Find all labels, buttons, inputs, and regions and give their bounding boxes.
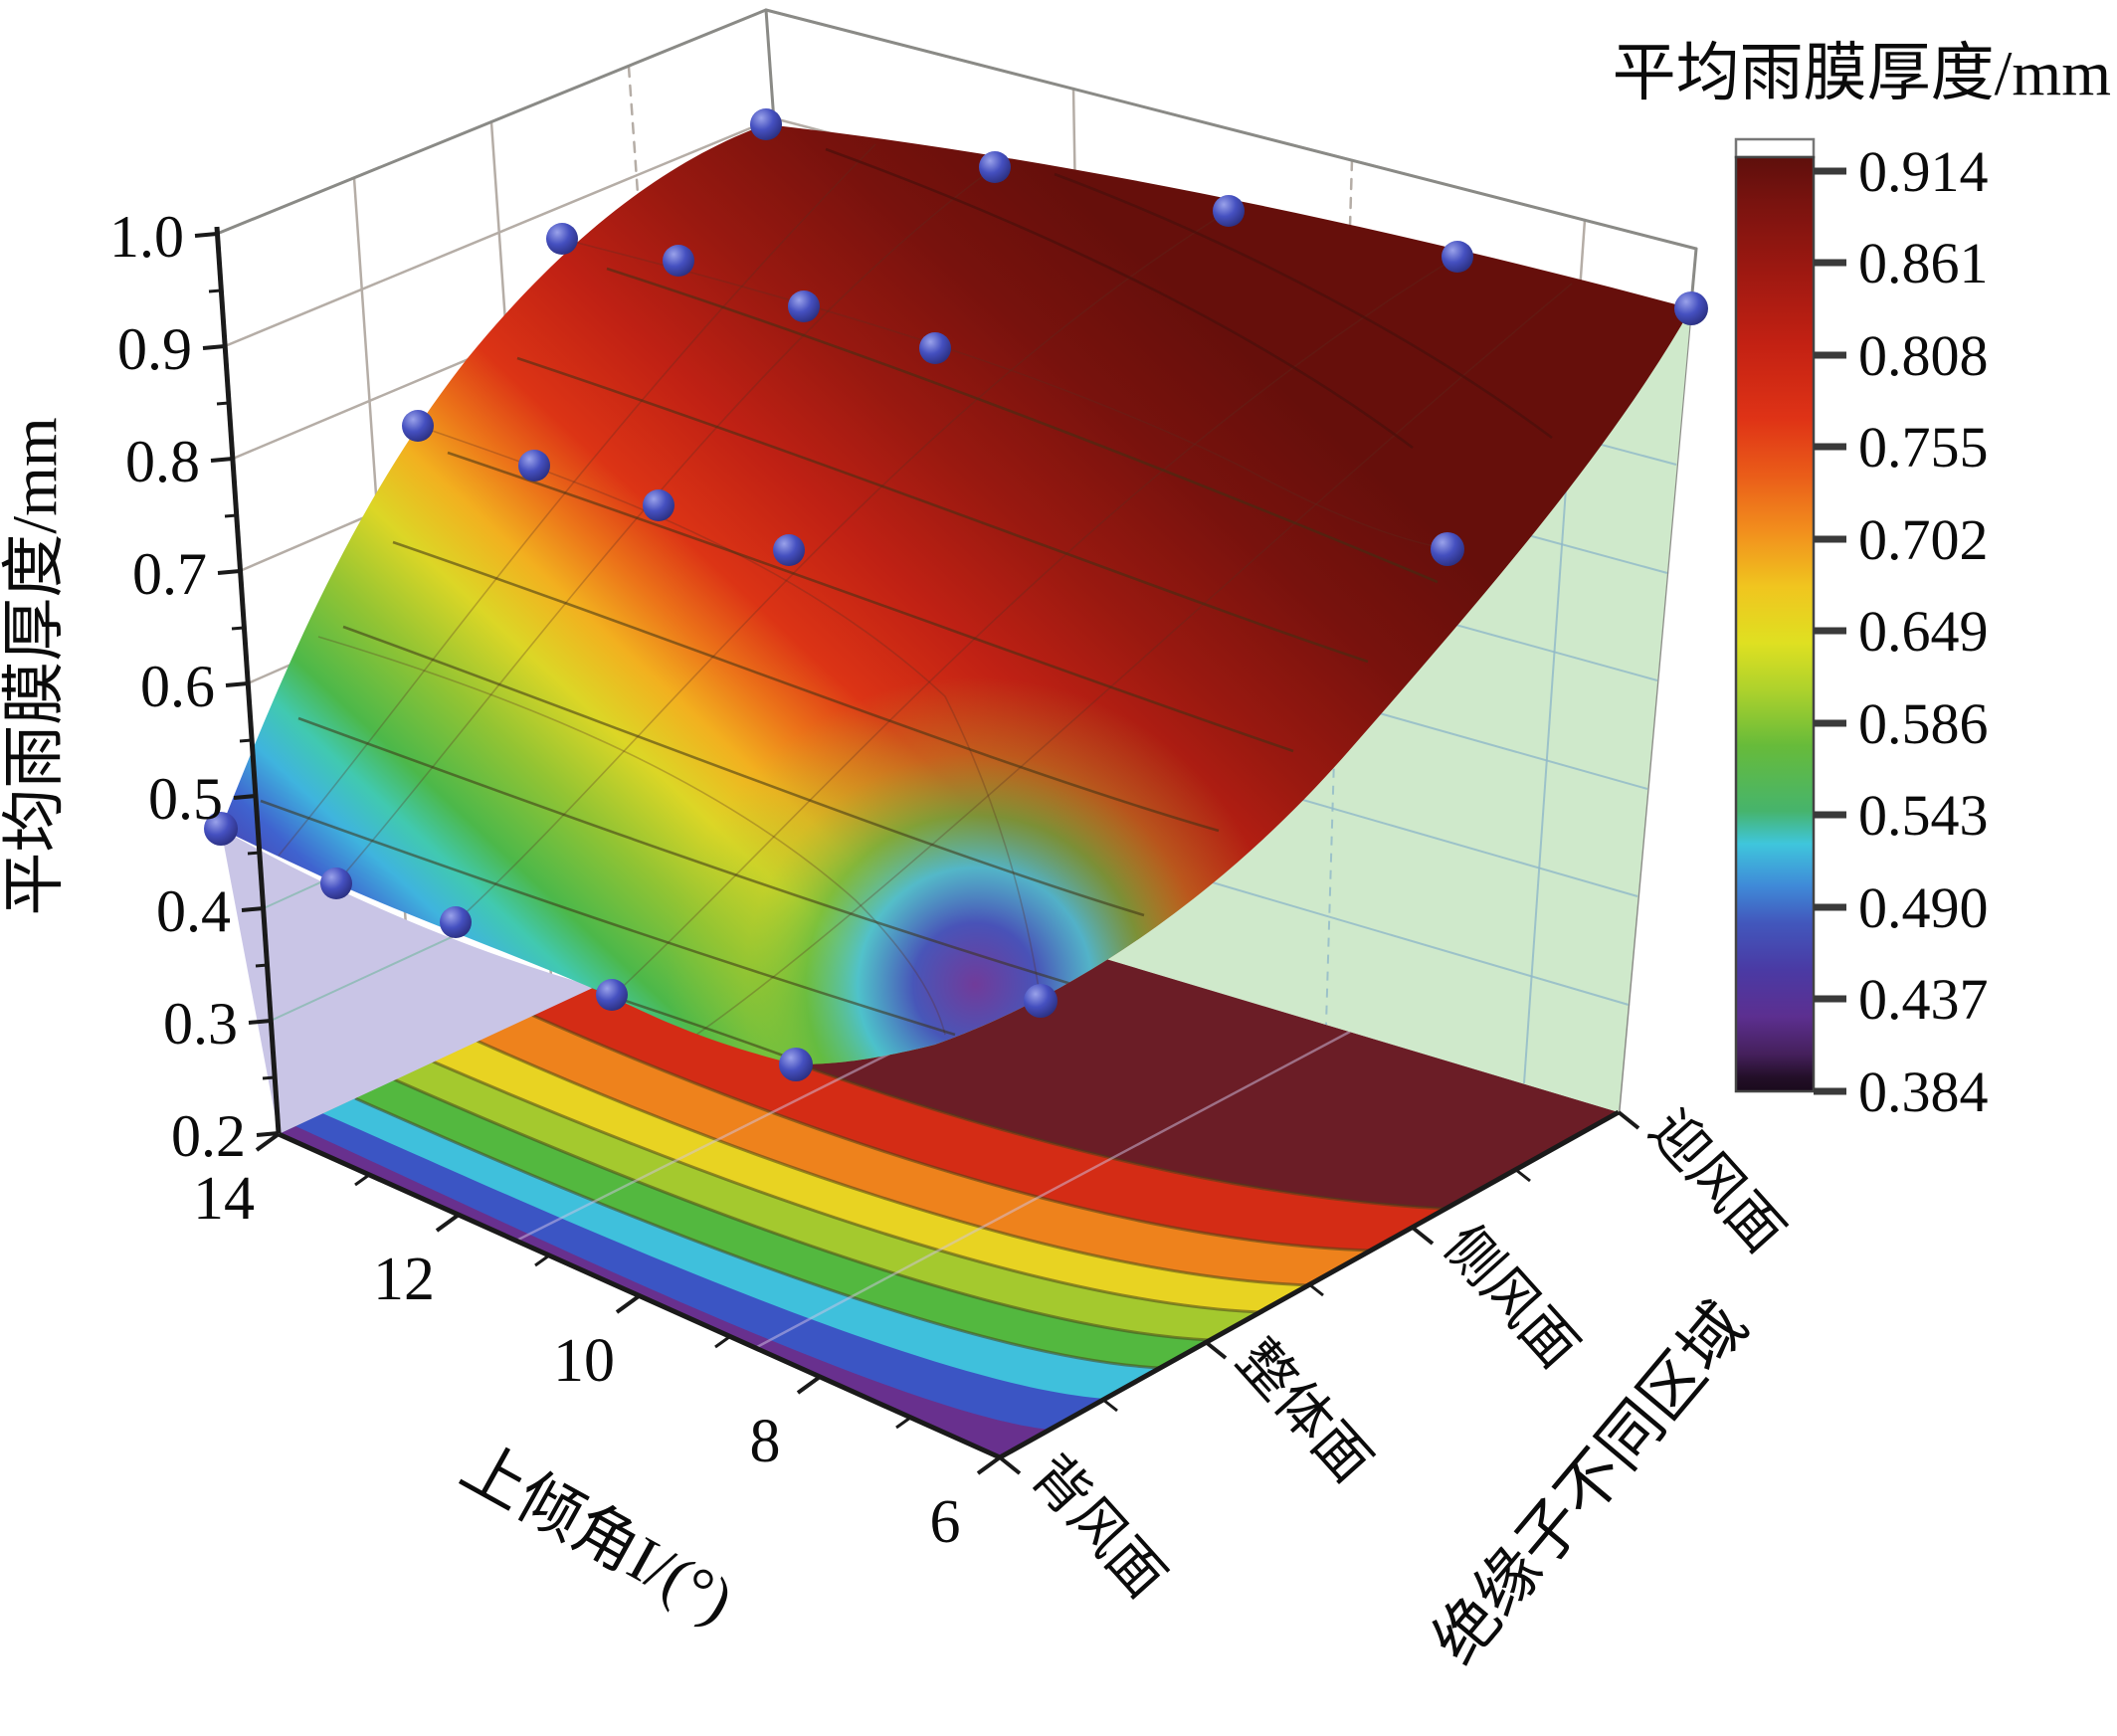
z-tick-label: 0.5 (148, 766, 223, 832)
data-point (518, 450, 550, 482)
colorbar-tick-label: 0.384 (1858, 1060, 1989, 1124)
data-point (663, 245, 694, 277)
surface-contour-lines (233, 267, 1439, 1059)
data-point (1213, 195, 1245, 227)
x-tick-label: 6 (930, 1488, 961, 1556)
colorbar-tick-label: 0.702 (1858, 507, 1989, 572)
y-tick-label: 迎风面 (1637, 1099, 1795, 1264)
data-point (440, 906, 472, 938)
data-point (402, 410, 434, 442)
x-tick-label: 10 (553, 1327, 615, 1395)
colorbar-tick-label: 0.755 (1858, 415, 1989, 480)
floor-contour-bands (279, 984, 1445, 1457)
colorbar-tick-label: 0.490 (1858, 875, 1989, 940)
data-point (204, 812, 238, 846)
data-point (919, 332, 951, 364)
z-tick-label: 0.9 (117, 316, 192, 382)
colorbar-tick-label: 0.586 (1858, 691, 1989, 756)
data-point (1442, 241, 1473, 273)
data-point (773, 534, 805, 566)
z-tick-label: 0.7 (132, 541, 207, 607)
colorbar: 平均雨膜厚度/mm 0.914 0.861 0.808 0.755 0.702 … (1613, 38, 2111, 1124)
x-axis-title: 上倾角I/(°) (450, 1431, 744, 1637)
z-tick-label: 0.3 (163, 991, 238, 1057)
z-tick-label: 0.6 (140, 654, 215, 719)
y-tick-label: 背风面 (1019, 1445, 1176, 1610)
y-tick-label: 整体面 (1225, 1329, 1382, 1494)
data-point (1674, 291, 1708, 325)
data-point (546, 223, 578, 255)
y-axis-title: 绝缘子不同区域 (1420, 1290, 1760, 1677)
z-tick-label: 0.8 (125, 429, 200, 494)
data-point (596, 979, 628, 1011)
data-point (643, 489, 674, 521)
colorbar-tick-label: 0.914 (1858, 139, 1989, 204)
colorbar-cap (1734, 137, 1816, 159)
colorbar-tick-label: 0.649 (1858, 599, 1989, 664)
data-point (1431, 532, 1464, 566)
colorbar-tick-label: 0.808 (1858, 323, 1989, 388)
colorbar-tick-label: 0.861 (1858, 231, 1989, 295)
z-tick-label: 0.2 (171, 1103, 246, 1169)
x-tick-label: 8 (750, 1408, 781, 1475)
data-point (750, 108, 782, 140)
z-tick-label: 1.0 (109, 204, 184, 270)
x-tick-label: 14 (193, 1165, 255, 1233)
x-tick-label: 12 (373, 1246, 435, 1313)
surface-mesh-lines (278, 143, 1573, 1036)
y-tick-label: 侧风面 (1432, 1215, 1589, 1380)
colorbar-tick-label: 0.437 (1858, 967, 1989, 1032)
data-point (979, 151, 1011, 183)
surface (221, 124, 1691, 1064)
colorbar-gradient (1734, 155, 1816, 1093)
colorbar-ticks (1814, 167, 1846, 1095)
data-point (788, 290, 820, 322)
data-point (779, 1048, 813, 1081)
colorbar-tick-label: 0.543 (1858, 783, 1989, 848)
colorbar-title: 平均雨膜厚度/mm (1613, 38, 2111, 108)
z-tick-label: 0.4 (156, 878, 231, 944)
data-point (320, 868, 352, 899)
surface-valley-shading (667, 676, 1283, 1064)
surface-plateau-contours (825, 147, 1553, 450)
z-axis: 1.0 0.9 0.8 0.7 0.6 0.5 0.4 0.3 0.2 平均雨膜… (0, 204, 282, 1169)
floor-projection (279, 875, 1619, 1457)
data-points (204, 108, 1708, 1081)
surface-body (221, 124, 1691, 1064)
z-axis-title: 平均雨膜厚度/mm (0, 417, 70, 915)
data-point (1024, 984, 1058, 1018)
